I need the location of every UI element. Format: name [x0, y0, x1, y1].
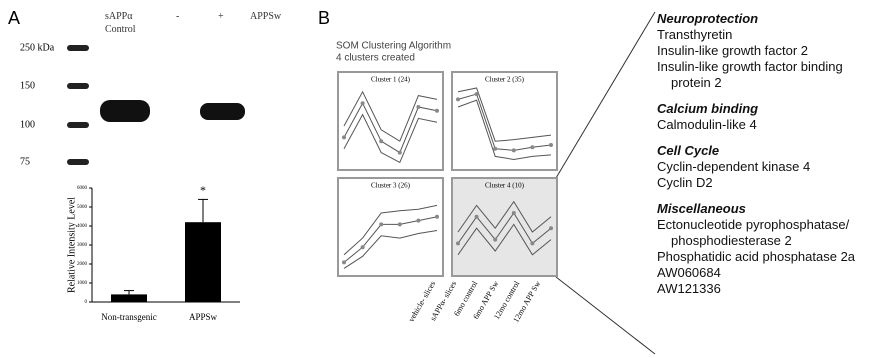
x-tick-label: Non-transgenic: [101, 312, 156, 322]
section-heading: Cell Cycle: [657, 143, 893, 159]
cluster-point: [361, 245, 365, 249]
gene-item: Transthyretin: [657, 27, 881, 43]
cluster-point: [530, 145, 534, 149]
cluster-point: [456, 241, 460, 245]
marker-band: [67, 159, 89, 165]
cluster-point: [342, 135, 346, 139]
marker-label: 100: [20, 119, 35, 130]
cluster-point: [379, 222, 383, 226]
gene-item: AW121336: [657, 281, 881, 297]
cluster-title: Cluster 2 (35): [485, 76, 525, 84]
cluster-point: [493, 147, 497, 151]
lane-label: sAPPα Control: [105, 10, 149, 36]
cluster-point: [361, 101, 365, 105]
som-subtitle: 4 clusters created: [336, 53, 415, 64]
cluster-point: [512, 148, 516, 152]
cluster-point: [493, 238, 497, 242]
cluster-point: [416, 105, 420, 109]
y-tick-label: 2000: [77, 262, 88, 267]
panel-label: B: [318, 8, 330, 28]
section-heading: Miscellaneous: [657, 201, 893, 217]
gene-item: Insulin-like growth factor binding prote…: [657, 59, 881, 91]
som-title: SOM Clustering Algorithm: [336, 41, 451, 52]
cluster-title: Cluster 1 (24): [371, 76, 411, 84]
cluster-point: [342, 260, 346, 264]
cluster-point: [512, 211, 516, 215]
y-tick-label: 6000: [77, 186, 88, 191]
gene-item: Cyclin D2: [657, 175, 881, 191]
marker-label: 150: [20, 80, 35, 91]
cluster-point: [549, 226, 553, 230]
y-axis-label: Relative Intensity Level: [66, 197, 77, 293]
panel-label: A: [8, 8, 20, 28]
lane-label: APPSw: [250, 10, 290, 23]
cluster-point: [435, 109, 439, 113]
gene-item: Calmodulin-like 4: [657, 117, 881, 133]
cluster-point: [475, 92, 479, 96]
cluster-box: [338, 178, 443, 276]
annotation: *: [200, 183, 206, 197]
cluster-point: [398, 151, 402, 155]
connector: [556, 12, 655, 178]
connector: [556, 277, 655, 354]
gene-item: Insulin-like growth factor 2: [657, 43, 881, 59]
marker-band: [67, 45, 89, 51]
cluster-point: [456, 97, 460, 101]
marker-band: [67, 83, 89, 89]
blot-band: [200, 103, 245, 120]
cluster-point: [475, 215, 479, 219]
figure: A B SOM Clustering Algorithm 4 clusters …: [0, 0, 893, 358]
gene-item: AW060684: [657, 265, 881, 281]
section-heading: Calcium binding: [657, 101, 893, 117]
cluster-point: [549, 143, 553, 147]
y-tick-label: 5000: [77, 205, 88, 210]
y-tick-label: 4000: [77, 224, 88, 229]
x-tick-label: APPSw: [189, 312, 218, 322]
cluster-point: [379, 139, 383, 143]
lane-label: -: [176, 10, 216, 23]
marker-label: 75: [20, 156, 30, 167]
marker-band: [67, 122, 89, 128]
gene-item: Phosphatidic acid phosphatase 2a: [657, 249, 881, 265]
cluster-box: [338, 72, 443, 170]
section-heading: Neuroprotection: [657, 11, 893, 27]
gene-item: Ectonucleotide pyrophosphatase/ phosphod…: [657, 217, 881, 249]
cluster-point: [530, 241, 534, 245]
y-tick-label: 0: [85, 300, 88, 305]
cluster-point: [416, 219, 420, 223]
cluster-title: Cluster 4 (10): [485, 182, 525, 190]
y-tick-label: 3000: [77, 243, 88, 248]
gene-item: Cyclin-dependent kinase 4: [657, 159, 881, 175]
y-tick-label: 1000: [77, 281, 88, 286]
cluster-title: Cluster 3 (26): [371, 182, 411, 190]
cluster-point: [435, 215, 439, 219]
blot-band: [100, 100, 150, 122]
marker-label: 250 kDa: [20, 42, 55, 53]
bar: [185, 222, 221, 302]
cluster-point: [398, 222, 402, 226]
bar: [111, 294, 147, 302]
